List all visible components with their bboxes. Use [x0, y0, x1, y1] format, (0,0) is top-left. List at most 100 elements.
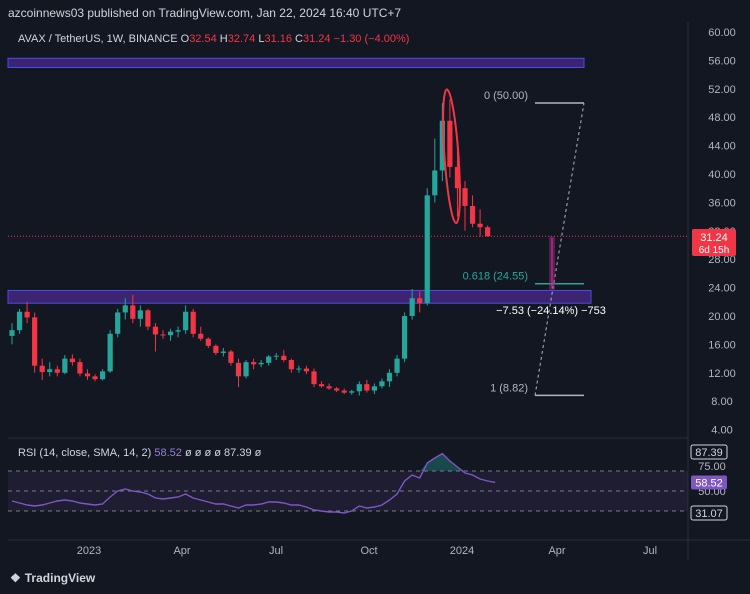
candle-body: [24, 311, 30, 318]
candle-body: [296, 368, 302, 370]
candle-body: [167, 331, 174, 336]
rsi-legend-placeholders: ø ø ø ø: [184, 447, 221, 459]
fib-label-bottom: 1 (8.82): [490, 382, 528, 394]
candle-body: [356, 384, 362, 392]
candle-body: [235, 362, 242, 377]
candle-body: [318, 384, 325, 387]
time-tick-label: Jul: [269, 545, 283, 557]
measure-label: −7.53 (−24.14%) −753: [496, 305, 606, 317]
candle-body: [122, 305, 128, 313]
candle-body: [469, 205, 476, 224]
candle-body: [303, 368, 310, 372]
candle-body: [417, 298, 423, 304]
candle-body: [485, 227, 491, 237]
price-tag-countdown: 6d 15h: [699, 245, 730, 256]
rsi-legend[interactable]: RSI (14, close, SMA, 14, 2) 58.52 ø ø ø …: [18, 447, 261, 459]
candle-body: [145, 310, 151, 327]
candle-body: [349, 391, 355, 393]
candle-body: [409, 298, 415, 316]
candle-body: [62, 358, 68, 373]
rsi-legend-value2: 87.39: [224, 447, 252, 459]
price-axis: 60.0056.0052.0048.0044.0040.0036.0032.00…: [692, 27, 736, 437]
rsi-tag-upper: 87.39: [695, 447, 723, 459]
time-tick-label: 2024: [450, 545, 474, 557]
candle-body: [281, 355, 287, 361]
rsi-tag-current-box: [691, 475, 727, 490]
high-value: 32.74: [227, 33, 256, 45]
price-tick-label: 36.00: [708, 197, 736, 209]
candle-body: [220, 351, 226, 353]
brand-name: TradingView: [24, 571, 96, 585]
candle-body: [386, 372, 393, 382]
candle-body: [84, 373, 91, 377]
price-tick-label: 28.00: [708, 254, 736, 266]
price-tick-label: 52.00: [708, 84, 736, 96]
low-label: L: [258, 33, 265, 45]
low-value: 31.16: [264, 33, 292, 45]
candle-body: [39, 365, 45, 373]
candle-body: [77, 362, 83, 374]
fib-label-top: 0 (50.00): [484, 90, 528, 102]
rsi-legend-text: RSI (14, close, SMA, 14, 2): [18, 447, 152, 459]
candle-body: [205, 338, 211, 346]
annotations: −7.53 (−24.14%) −753: [442, 88, 606, 317]
price-zone: [7, 289, 592, 304]
price-tick-label: 24.00: [708, 283, 736, 295]
rsi-tag-lower: 31.07: [695, 508, 723, 520]
candle-body: [69, 358, 75, 363]
price-tag-value: 31.24: [700, 232, 728, 244]
tradingview-brand[interactable]: ❖ TradingView: [10, 571, 95, 585]
time-tick-label: Oct: [360, 545, 377, 557]
price-tick-label: 4.00: [711, 425, 732, 437]
candle-body: [92, 376, 98, 380]
rsi-line: [11, 452, 496, 514]
candle-body: [9, 330, 15, 336]
candle-body: [160, 334, 166, 336]
candle-body: [432, 170, 438, 196]
time-tick-label: Apr: [173, 545, 190, 557]
candle-body: [258, 362, 264, 365]
candle-body: [402, 316, 408, 359]
candle-body: [100, 371, 106, 380]
time-tick-label: 2023: [77, 545, 101, 557]
candle-body: [454, 166, 461, 189]
price-tick-label: 16.00: [708, 339, 736, 351]
candle-body: [477, 223, 483, 228]
rsi-tick-label: 75.00: [698, 461, 726, 473]
candle-body: [462, 188, 468, 206]
open-value: 32.54: [189, 33, 217, 45]
candle-body: [190, 311, 196, 334]
candle-body: [32, 317, 38, 366]
candle-body: [379, 381, 385, 387]
time-tick-label: Jul: [643, 545, 657, 557]
price-tick-label: 40.00: [708, 169, 736, 181]
price-tag-box: [692, 229, 736, 256]
candle-body: [175, 330, 181, 332]
price-tick-label: 56.00: [708, 55, 736, 67]
open-label: O: [180, 33, 190, 45]
tradingview-logo-icon: ❖: [10, 571, 21, 585]
high-label: H: [219, 33, 228, 45]
rsi-legend-placeholder2: ø: [254, 447, 262, 459]
candle-body: [251, 362, 257, 365]
candle-body: [447, 120, 453, 167]
candle-body: [326, 386, 332, 389]
rsi-legend-value: 58.52: [154, 447, 182, 459]
price-tick-label: 20.00: [708, 311, 736, 323]
symbol-legend[interactable]: AVAX / TetherUS, 1W, BINANCE O32.54 H32.…: [18, 33, 409, 45]
publisher-header: azcoinnews03 published on TradingView.co…: [8, 6, 402, 20]
time-tick-label: Apr: [548, 545, 565, 557]
candle-body: [198, 333, 204, 339]
candle-body: [243, 362, 249, 377]
rsi-tag-lower-box: [690, 505, 728, 521]
candle-body: [16, 311, 23, 331]
candle-body: [130, 305, 136, 319]
candle-body: [213, 345, 219, 353]
candle-body: [394, 358, 400, 373]
candle-body: [228, 351, 234, 363]
close-label: C: [295, 33, 303, 45]
candle-body: [152, 326, 159, 335]
candle-body: [334, 388, 340, 391]
price-tick-label: 48.00: [708, 112, 736, 124]
